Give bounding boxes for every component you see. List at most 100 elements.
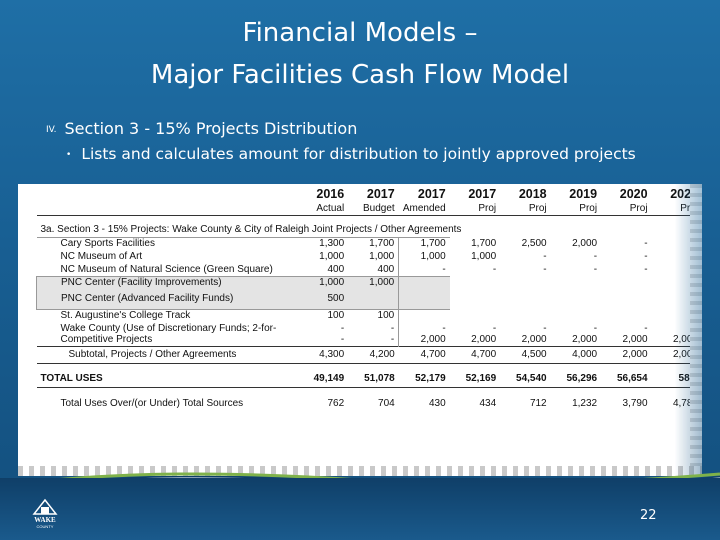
total-value: 52,179 (398, 371, 450, 388)
subtotal-value: 4,000 (550, 345, 602, 364)
row-value (398, 289, 450, 310)
row-value: 1,000 (319, 251, 345, 262)
spreadsheet-excerpt: 2016 2017 2017 2017 2018 2019 2020 2021 Actual Bu… (18, 184, 702, 476)
row-value (398, 275, 450, 289)
row-value: 2,000 (398, 334, 450, 346)
row-value: 2,000 (622, 334, 648, 346)
row-label: Cary Sports Facilities (36, 236, 298, 250)
subtotal-value: 4,700 (398, 345, 450, 364)
year-header: 2018 (518, 187, 547, 201)
row-value (601, 309, 651, 322)
row-value: - (543, 322, 547, 334)
row-value: - (543, 264, 547, 275)
row-value: - (340, 334, 345, 346)
row-label: Wake County (Use of Discretionary Funds;… (60, 322, 277, 334)
total-value: 52,169 (449, 371, 501, 388)
row-value: - (593, 322, 598, 334)
table-row: Cary Sports Facilities 1,300 1,700 1,700 1,7… (36, 236, 703, 250)
row-value: - (644, 322, 648, 334)
row-value (450, 289, 500, 309)
subtotal-value: 2,000 (601, 345, 652, 364)
row-value: - (644, 238, 648, 249)
year-header-row: 2016 2017 2017 2017 2018 2019 2020 2021 (37, 186, 703, 202)
header-spacer (37, 186, 298, 202)
subtotal-label: Subtotal, Projects / Other Agreements (36, 345, 298, 364)
row-label: PNC Center (Facility Improvements) (35, 275, 298, 289)
year-header: 2017 (468, 187, 497, 201)
row-value (601, 289, 651, 309)
column-subheader: Proj (550, 202, 602, 216)
over-under-value: 3,790 (622, 397, 648, 409)
table-row: NC Museum of Natural Science (Green Squa… (36, 263, 703, 277)
spacer-cell (37, 387, 298, 395)
table-row: PNC Center (Advanced Facility Funds) 500 (35, 289, 703, 310)
year-header: 2017 (417, 187, 446, 201)
row-value: 1,700 (398, 236, 450, 250)
logo-text-wake: WAKE (34, 516, 56, 524)
column-subheader: Amended (398, 202, 450, 216)
column-subheader: Proj (500, 202, 551, 216)
title-line-1: Financial Models – (242, 18, 478, 48)
row-value: - (644, 251, 648, 262)
row-value: 1,300 (297, 236, 349, 250)
row-value: 1,000 (471, 251, 497, 262)
row-value: 1,000 (297, 275, 349, 289)
section-title-row: 3a. Section 3 - 15% Projects: Wake Count… (37, 223, 703, 237)
row-value: 400 (297, 263, 349, 277)
over-under-value: 4,789 (672, 397, 698, 409)
row-value (500, 309, 550, 322)
row-label: St. Augustine's College Track (36, 308, 298, 322)
row-label: Competitive Projects (60, 334, 153, 346)
over-under-value: 712 (529, 397, 547, 409)
subheader-row: ActualBudgetAmendedProjProjProjProjProj (36, 202, 702, 216)
year-header: 2019 (569, 187, 598, 201)
bullet-text: Section 3 - 15% Projects Distribution (64, 119, 358, 138)
torn-edge-right (690, 184, 702, 476)
logo-text-county: COUNTY (36, 524, 54, 529)
county-seal-icon (32, 498, 58, 515)
row-value (500, 289, 550, 309)
row-value (551, 289, 601, 309)
row-value: 1,000 (348, 275, 399, 289)
over-under-row: Total Uses Over/(or Under) Total Sources… (37, 395, 703, 411)
column-subheader: Proj (449, 202, 501, 216)
spacer-row (37, 215, 703, 223)
spacer-cell (37, 215, 298, 223)
table-row: NC Museum of Art 1,000 1,000 1,000 1,000- - - (37, 250, 703, 263)
subtotal-row: Subtotal, Projects / Other Agreements 4,3… (36, 345, 702, 364)
row-value: 2,000 (572, 238, 598, 249)
row-label: NC Museum of Natural Science (Green Squa… (36, 263, 298, 277)
year-header: 2020 (619, 187, 648, 201)
row-value: - (390, 322, 395, 334)
row-value: - (644, 264, 648, 275)
total-label: TOTAL USES (36, 371, 298, 388)
bullet-marker: • (66, 150, 72, 160)
over-under-value: 762 (327, 397, 345, 409)
row-value: - (593, 251, 598, 262)
row-label: NC Museum of Art (60, 251, 143, 262)
table-row: Wake County (Use of Discretionary Funds;… (37, 322, 703, 334)
subtotal-value: 4,200 (348, 345, 399, 364)
row-value (398, 308, 450, 322)
row-value: - (593, 264, 598, 275)
total-value: 56,654 (601, 371, 652, 388)
row-value: 1,700 (348, 236, 399, 250)
column-subheader: Actual (297, 202, 349, 216)
table-row: St. Augustine's College Track 100 100 (36, 308, 703, 322)
bullet-text: Lists and calculates amount for distribu… (81, 145, 636, 163)
over-under-value: 1,232 (572, 397, 598, 409)
row-value: 1,000 (369, 251, 395, 262)
slide-title: Financial Models – Major Facilities Cash… (0, 12, 720, 96)
total-value: 56,296 (550, 371, 602, 388)
row-value: 500 (297, 289, 349, 310)
header-spacer (36, 202, 298, 216)
row-value: 100 (348, 308, 399, 322)
over-under-value: 704 (378, 397, 395, 409)
cash-flow-table: 2016 2017 2017 2017 2018 2019 2020 2021 Actual Bu… (35, 186, 703, 411)
row-value (450, 276, 500, 289)
total-value: 58,7 (651, 371, 702, 388)
row-value (450, 309, 500, 322)
row-value (551, 309, 601, 322)
row-value: - (340, 322, 345, 334)
total-value: 49,149 (297, 371, 349, 388)
